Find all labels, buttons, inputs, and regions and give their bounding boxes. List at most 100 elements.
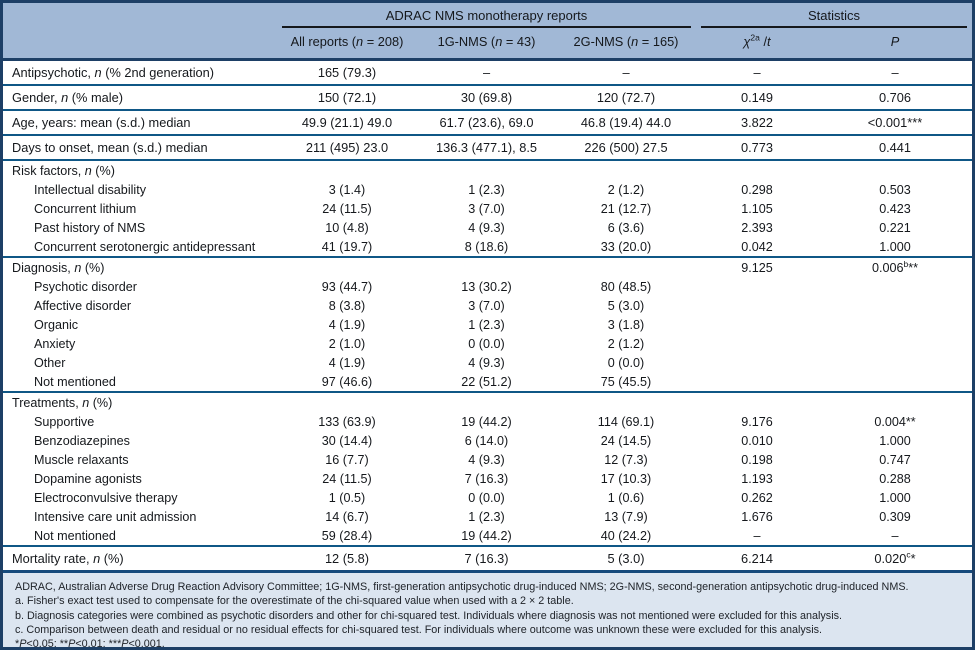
footnote-line: c. Comparison between death and residual…: [15, 623, 822, 636]
cell-value: 49.9 (21.1) 49.0: [277, 109, 417, 135]
table-row: Days to onset, mean (s.d.) median 211 (49…: [3, 134, 972, 160]
cell-value: –: [891, 65, 899, 80]
cell-value: [696, 277, 818, 296]
table-row: Past history of NMS 10 (4.8) 4 (9.3) 6 (3.6…: [3, 218, 972, 237]
cell-value: 40 (24.2): [600, 528, 652, 543]
table-row: Mortality rate, n (%) 12 (5.8) 7 (16.3) 5 (…: [3, 545, 972, 570]
footnote-line: ADRAC, Australian Adverse Drug Reaction …: [15, 581, 909, 593]
cell-value: 2 (1.2): [607, 336, 645, 351]
cell-value: 1.000: [879, 239, 911, 254]
footnote-line: b. Diagnosis categories were combined as…: [15, 609, 842, 622]
cell-value: 0.503: [879, 182, 911, 197]
cell-value: 13 (30.2): [461, 279, 512, 294]
cell-value: –: [891, 528, 899, 543]
cell-value: [417, 159, 556, 180]
column-header-chi-squared-t: χ2a /t: [696, 28, 818, 61]
cell-value: [696, 391, 818, 412]
cell-value: 21 (12.7): [600, 201, 652, 216]
cell-value: 7 (16.3): [464, 471, 509, 486]
row-label: Concurrent lithium: [34, 201, 137, 216]
table-row: Organic 4 (1.9) 1 (2.3) 3 (1.8): [3, 315, 972, 334]
cell-value: 24 (11.5): [322, 471, 372, 486]
cell-value: 0.006b**: [818, 256, 972, 277]
table-body: Antipsychotic, n (% 2nd generation) 165 (…: [3, 60, 972, 570]
cell-value: 2 (1.0): [328, 336, 366, 351]
cell-value: 6 (14.0): [464, 433, 509, 448]
footnote-line: a. Fisher's exact test used to compensat…: [15, 595, 574, 608]
cell-value: 24 (11.5): [322, 201, 372, 216]
cell-value: 17 (10.3): [600, 471, 652, 486]
cell-value: 4 (9.3): [468, 220, 505, 235]
table-row: Psychotic disorder 93 (44.7) 13 (30.2) 80 (…: [3, 277, 972, 296]
corner-spacer: [3, 3, 277, 28]
cell-value: 75 (45.5): [600, 374, 652, 389]
cell-value: 13 (7.9): [604, 509, 648, 524]
row-label: Electroconvulsive therapy: [34, 490, 178, 505]
row-label: Dopamine agonists: [34, 471, 142, 486]
cell-value: 0.706: [818, 84, 972, 110]
table-row: Gender, n (% male) 150 (72.1) 30 (69.8) 120…: [3, 84, 972, 110]
cell-value: [696, 334, 818, 353]
cell-value: 133 (63.9): [318, 414, 376, 429]
column-header-all-reports: All reports (n = 208): [277, 28, 417, 61]
cell-value: 93 (44.7): [321, 279, 373, 294]
cell-value: 2.393: [741, 220, 773, 235]
cell-value: 12 (5.8): [277, 545, 417, 570]
cell-value: 24 (14.5): [600, 433, 652, 448]
table-row: Anxiety 2 (1.0) 0 (0.0) 2 (1.2): [3, 334, 972, 353]
table-row: Risk factors, n (%): [3, 159, 972, 180]
cell-value: [818, 334, 972, 353]
cell-value: 30 (14.4): [321, 433, 373, 448]
cell-value: 0.221: [879, 220, 911, 235]
cell-value: 136.3 (477.1), 8.5: [417, 134, 556, 160]
row-label: Not mentioned: [34, 528, 116, 543]
cell-value: 0.298: [741, 182, 773, 197]
cell-value: 3.822: [696, 109, 818, 135]
cell-value: 8 (18.6): [464, 239, 509, 254]
row-label: Organic: [34, 317, 79, 332]
table-row: Diagnosis, n (%) 9.125 0.006b**: [3, 256, 972, 277]
cell-value: 8 (3.8): [328, 298, 366, 313]
table-row: Intellectual disability 3 (1.4) 1 (2.3) 2 (…: [3, 180, 972, 199]
cell-value: [696, 315, 818, 334]
cell-value: 1 (2.3): [468, 182, 505, 197]
cell-value: [277, 256, 417, 277]
group-header-statistics: Statistics: [701, 4, 968, 28]
footnote-line: *P<0.05; **P<0.01; ***P<0.001.: [15, 638, 165, 650]
cell-value: 1.000: [879, 490, 911, 505]
cell-value: [818, 159, 972, 180]
table-row: Benzodiazepines 30 (14.4) 6 (14.0) 24 (14.5…: [3, 431, 972, 450]
cell-value: 9.176: [741, 414, 773, 429]
cell-value: 4 (1.9): [328, 317, 366, 332]
cell-value: 2 (1.2): [607, 182, 645, 197]
cell-value: 4 (9.3): [468, 355, 505, 370]
cell-value: 33 (20.0): [600, 239, 652, 254]
cell-value: 6.214: [696, 545, 818, 570]
cell-value: 80 (48.5): [600, 279, 652, 294]
row-label: Antipsychotic, n (% 2nd generation): [12, 65, 215, 80]
column-header-2g-nms: 2G-NMS (n = 165): [556, 28, 696, 61]
cell-value: [277, 391, 417, 412]
table-row: Affective disorder 8 (3.8) 3 (7.0) 5 (3.0): [3, 296, 972, 315]
cell-value: <0.001***: [818, 109, 972, 135]
cell-value: 120 (72.7): [556, 84, 696, 110]
row-label: Days to onset, mean (s.d.) median: [3, 134, 277, 160]
row-label: Gender, n (% male): [3, 84, 277, 110]
cell-value: [417, 256, 556, 277]
cell-value: 12 (7.3): [604, 452, 648, 467]
row-label: Intensive care unit admission: [34, 509, 197, 524]
cell-value: [696, 372, 818, 392]
cell-value: 0.288: [879, 471, 911, 486]
cell-value: 150 (72.1): [277, 84, 417, 110]
cell-value: 0.020c*: [818, 545, 972, 570]
cell-value: 1 (2.3): [468, 509, 505, 524]
results-table: ADRAC NMS monotherapy reports Statistics…: [3, 3, 972, 570]
cell-value: 0.262: [741, 490, 773, 505]
cell-value: –: [753, 65, 761, 80]
table-row: Muscle relaxants 16 (7.7) 4 (9.3) 12 (7.3) 0…: [3, 450, 972, 469]
row-label: Risk factors, n (%): [3, 159, 277, 180]
row-label: Supportive: [34, 414, 95, 429]
cell-value: [818, 391, 972, 412]
cell-value: 0.423: [879, 201, 911, 216]
